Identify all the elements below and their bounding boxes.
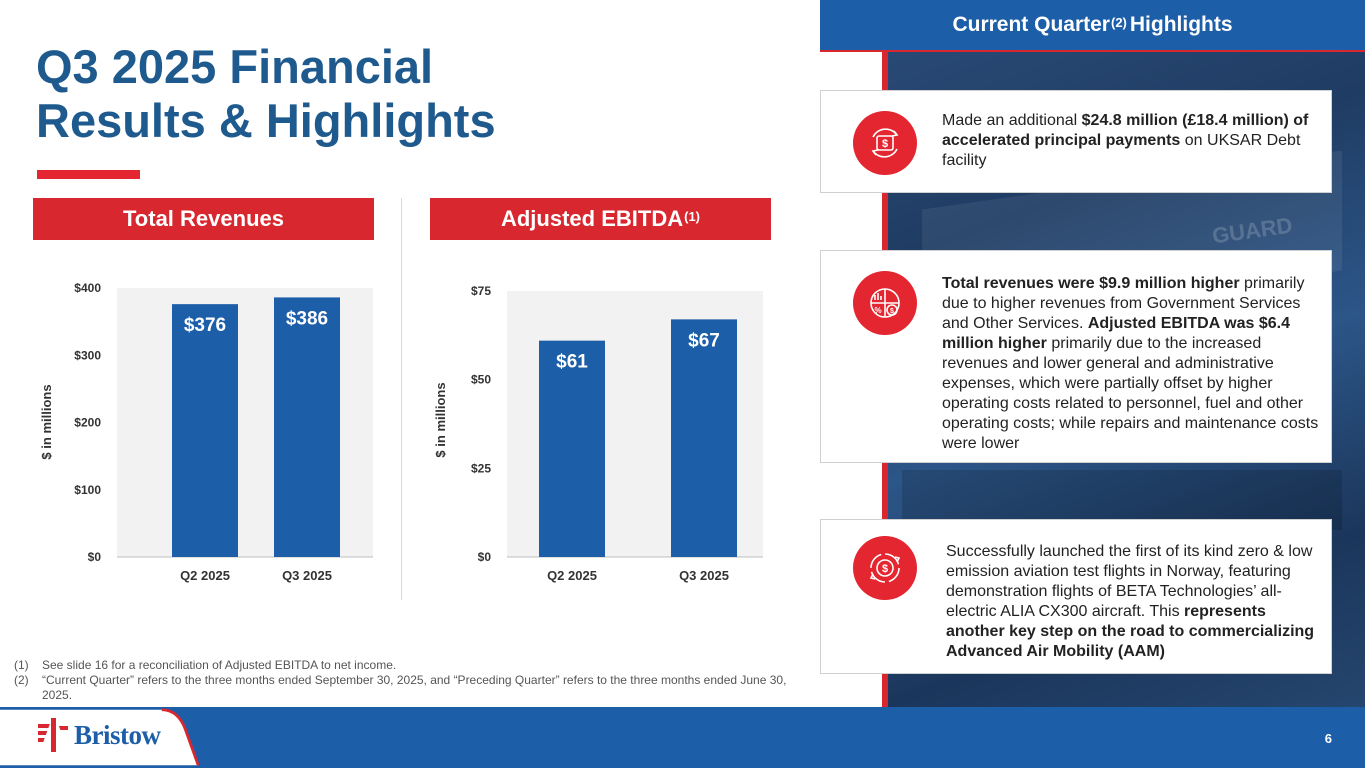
text-segment: primarily due to the increased revenues … xyxy=(942,335,1319,452)
highlight-card-aam: $ Successfully launched the first of its… xyxy=(820,519,1332,674)
svg-text:$: $ xyxy=(882,138,888,150)
x-tick-label: Q3 2025 xyxy=(282,568,332,583)
text-segment: on UKSAR Debt facility xyxy=(942,132,1301,169)
x-tick-label: Q3 2025 xyxy=(679,568,729,583)
highlights-header-suffix: Highlights xyxy=(1129,13,1233,36)
title-line-2: Results & Highlights xyxy=(36,94,496,147)
y-tick-label: $0 xyxy=(88,550,102,564)
data-label: $386 xyxy=(286,308,328,329)
x-tick-label: Q2 2025 xyxy=(180,568,230,583)
ebitda-chart-header: Adjusted EBITDA (1) xyxy=(430,198,771,240)
footnote-number: (1) xyxy=(14,658,29,672)
text-segment: Successfully launched the first of its k… xyxy=(946,543,1313,620)
ebitda-header-label: Adjusted EBITDA xyxy=(500,206,684,231)
text-segment: primarily due to higher revenues from Go… xyxy=(942,275,1305,332)
highlights-header-footnote: (2) xyxy=(1110,14,1127,30)
text-bold: represents another key step on the road … xyxy=(946,603,1315,660)
money-cycle-icon: $ xyxy=(853,111,917,175)
revenue-bar-chart: $0 $100 $200 $300 $400 $376 Q2 2025 $386 Q3 202… xyxy=(39,281,373,583)
svg-text:$: $ xyxy=(882,563,888,575)
data-label: $67 xyxy=(688,330,720,351)
ebitda-bar-chart: $0 $25 $50 $75 $61 Q2 2025 $67 Q3 2025 $ in mi… xyxy=(433,284,763,583)
highlights-header-label: Current Quarter xyxy=(952,13,1110,36)
text-bold: Total revenues were $9.9 million higher xyxy=(942,275,1240,292)
y-tick-label: $75 xyxy=(471,284,491,298)
y-tick-label: $0 xyxy=(478,550,492,564)
highlight-text-revenue: Total revenues were $9.9 million higher … xyxy=(942,274,1327,454)
y-tick-label: $50 xyxy=(471,373,491,387)
bars: $61 Q2 2025 $67 Q3 2025 xyxy=(539,319,737,583)
y-axis-label: $ in millions xyxy=(433,382,448,457)
ebitda-header-footnote: (1) xyxy=(684,208,700,224)
data-label: $61 xyxy=(556,352,588,373)
y-axis-label: $ in millions xyxy=(39,384,54,459)
bar xyxy=(274,297,340,557)
svg-text:$: $ xyxy=(890,308,894,315)
bars: $376 Q2 2025 $386 Q3 2025 xyxy=(172,297,340,583)
highlight-card-revenue: % $ Total revenues were $9.9 million hig… xyxy=(820,250,1332,463)
finance-chart-icon: % $ xyxy=(853,271,917,335)
page-title: Q3 2025 Financial Results & Highlights xyxy=(36,40,596,148)
logo-tab xyxy=(0,708,200,766)
highlight-text-aam: Successfully launched the first of its k… xyxy=(946,542,1326,662)
footer-band xyxy=(0,707,1365,768)
highlights-header: Current Quarter (2) Highlights xyxy=(820,0,1365,52)
bar xyxy=(671,319,737,557)
chart-divider xyxy=(401,198,402,600)
title-underline-bar xyxy=(37,170,140,179)
tick-labels: $0 $25 $50 $75 xyxy=(471,284,491,564)
svg-text:%: % xyxy=(874,306,881,315)
page-number: 6 xyxy=(1324,731,1332,746)
highlight-text-debt: Made an additional $24.8 million (£18.4 … xyxy=(942,111,1312,171)
footnote-2: (2) “Current Quarter” refers to the thre… xyxy=(14,673,794,703)
revenue-header-label: Total Revenues xyxy=(123,206,284,231)
y-tick-label: $400 xyxy=(74,281,101,295)
footnote-text: See slide 16 for a reconciliation of Adj… xyxy=(42,658,397,672)
revenue-chart-header: Total Revenues xyxy=(33,198,374,240)
footnote-1: (1) See slide 16 for a reconciliation of… xyxy=(14,658,794,673)
text-bold: $24.8 million (£18.4 million) of acceler… xyxy=(942,112,1309,149)
bristow-logo-icon xyxy=(38,718,68,752)
x-tick-label: Q2 2025 xyxy=(547,568,597,583)
bristow-logo: Bristow xyxy=(38,718,161,752)
data-label: $376 xyxy=(184,315,226,336)
tick-labels: $0 $100 $200 $300 $400 xyxy=(74,281,101,564)
y-tick-label: $25 xyxy=(471,461,491,475)
bar xyxy=(172,304,238,557)
y-tick-label: $300 xyxy=(74,348,101,362)
text-bold: Adjusted EBITDA was $6.4 million higher xyxy=(942,315,1290,352)
y-tick-label: $200 xyxy=(74,416,101,430)
bar xyxy=(539,340,605,557)
footnote-number: (2) xyxy=(14,673,29,687)
footnote-text: “Current Quarter” refers to the three mo… xyxy=(42,673,787,702)
title-line-1: Q3 2025 Financial xyxy=(36,40,434,93)
logo-wordmark: Bristow xyxy=(74,719,161,750)
highlight-card-debt: $ Made an additional $24.8 million (£18.… xyxy=(820,90,1332,193)
y-tick-label: $100 xyxy=(74,483,101,497)
text-segment: Made an additional xyxy=(942,112,1082,129)
dollar-exchange-icon: $ xyxy=(853,536,917,600)
